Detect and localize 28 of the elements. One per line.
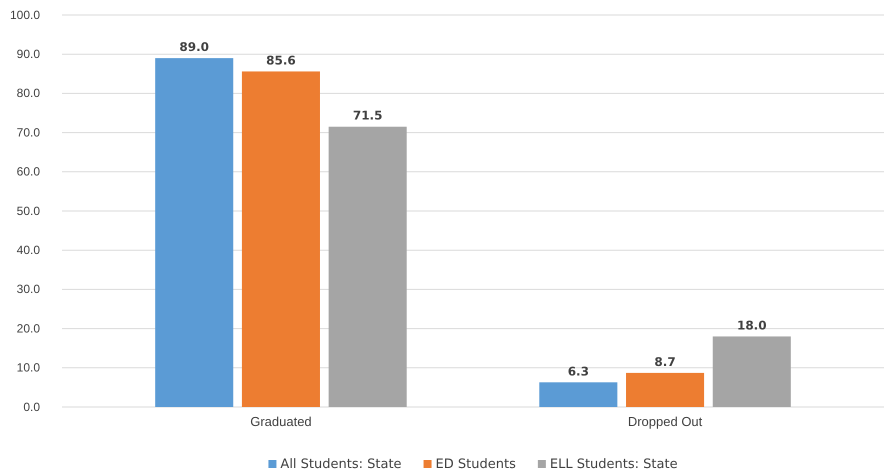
bar: [155, 58, 234, 407]
bar: [626, 372, 704, 407]
data-label: 71.5: [352, 108, 382, 123]
bar: [539, 382, 618, 407]
legend-label: ELL Students: State: [550, 457, 678, 472]
data-label: 6.3: [568, 364, 589, 378]
legend-label: ED Students: [436, 457, 516, 472]
x-tick-label: Dropped Out: [628, 414, 703, 430]
bar: [328, 126, 407, 407]
y-tick-label: 50.0: [16, 204, 40, 218]
y-tick-label: 80.0: [16, 86, 40, 100]
data-label: 18.0: [736, 318, 767, 332]
bar: [712, 336, 791, 407]
bar: [242, 71, 320, 407]
data-label: 8.7: [654, 354, 676, 369]
y-tick-label: 90.0: [16, 47, 40, 62]
y-tick-label: 20.0: [16, 321, 40, 336]
y-tick-label: 30.0: [16, 282, 40, 296]
y-tick-label: 70.0: [16, 125, 40, 140]
y-tick-label: 100.0: [10, 8, 40, 22]
y-tick-label: 0.0: [23, 400, 40, 414]
y-tick-label: 10.0: [16, 360, 40, 375]
legend-label: All Students: State: [280, 457, 402, 472]
y-tick-label: 40.0: [16, 243, 40, 258]
data-label: 85.6: [266, 53, 296, 68]
data-label: 89.0: [179, 40, 210, 54]
y-tick-label: 60.0: [16, 164, 40, 179]
x-tick-label: Graduated: [250, 414, 312, 430]
